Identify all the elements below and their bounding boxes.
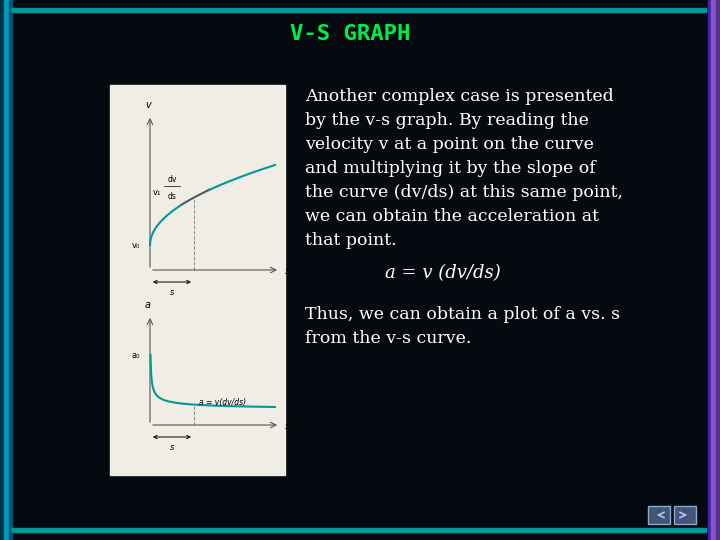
Bar [9,0,12,540]
Bar [12,528,706,532]
Bar [674,506,696,524]
Bar [648,506,670,524]
Text: velocity v at a point on the curve: velocity v at a point on the curve [305,136,594,153]
Text: s: s [170,288,174,297]
Bar [4,0,9,540]
Text: s: s [170,443,174,452]
Text: Thus, we can obtain a plot of a vs. s: Thus, we can obtain a plot of a vs. s [305,306,620,323]
Bar [708,0,711,540]
Text: s: s [285,421,290,431]
Text: v₀: v₀ [132,240,140,249]
Text: a = v (dv/ds): a = v (dv/ds) [385,264,500,282]
Text: that point.: that point. [305,232,397,249]
Bar [711,0,716,540]
Bar [0,0,4,540]
Text: Another complex case is presented: Another complex case is presented [305,88,613,105]
Text: v₁: v₁ [153,187,161,197]
Bar [110,85,285,475]
Text: a₀: a₀ [132,350,140,360]
Text: ds: ds [168,192,176,200]
Text: the curve (dv/ds) at this same point,: the curve (dv/ds) at this same point, [305,184,623,201]
Text: a = v(dv/ds): a = v(dv/ds) [199,398,246,407]
Bar [12,8,706,12]
Text: s: s [285,266,290,276]
Text: from the v-s curve.: from the v-s curve. [305,330,472,347]
Text: dv: dv [167,174,176,184]
Text: a: a [145,300,151,310]
Text: V-S GRAPH: V-S GRAPH [290,24,410,44]
Text: and multiplying it by the slope of: and multiplying it by the slope of [305,160,595,177]
Bar [716,0,720,540]
Text: we can obtain the acceleration at: we can obtain the acceleration at [305,208,599,225]
Text: by the v-s graph. By reading the: by the v-s graph. By reading the [305,112,589,129]
Text: v: v [145,100,151,110]
